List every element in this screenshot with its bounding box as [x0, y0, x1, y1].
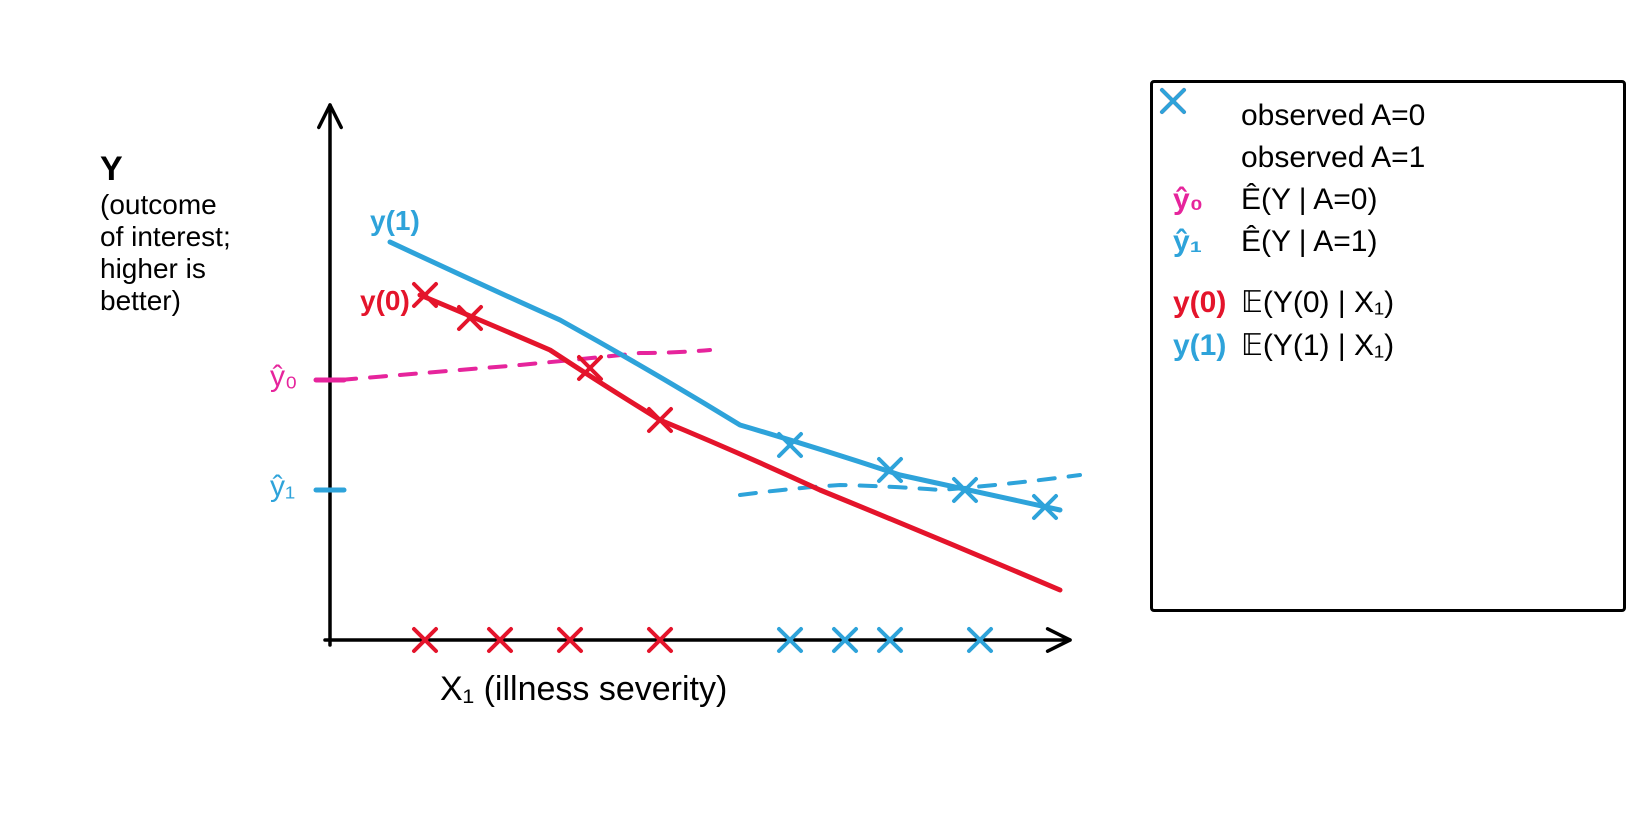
legend-text: 𝔼(Y(1) | X₁)	[1241, 328, 1394, 363]
legend-symbol: y(1)	[1173, 329, 1223, 363]
legend-row: ŷ₀ Ê(Y | A=0)	[1173, 183, 1603, 217]
observed-point-a0	[649, 409, 671, 431]
legend-symbol: y(0)	[1173, 286, 1223, 320]
observed-point-a1	[779, 434, 801, 456]
line-label-y0: y(0)	[360, 285, 410, 317]
legend-symbol: ŷ₀	[1173, 183, 1223, 217]
legend-row: ŷ₁ Ê(Y | A=1)	[1173, 225, 1603, 259]
y-tick-label-yhat0: ŷ₀	[270, 360, 297, 394]
legend-text: Ê(Y | A=0)	[1241, 183, 1377, 217]
legend-row: observed A=0	[1173, 99, 1603, 133]
y-axis-label: Y (outcome of interest; higher is better…	[100, 150, 231, 317]
y-axis-label-line: Y	[100, 150, 231, 189]
y-axis-label-line: higher is	[100, 253, 231, 285]
legend-text: 𝔼(Y(0) | X₁)	[1241, 285, 1394, 320]
legend-text: observed A=0	[1241, 99, 1425, 133]
x-axis-label: X₁ (illness severity)	[440, 670, 727, 709]
y-axis-label-line: better)	[100, 285, 231, 317]
legend-row: y(0) 𝔼(Y(0) | X₁)	[1173, 285, 1603, 320]
y-axis-label-line: (outcome	[100, 189, 231, 221]
y-axis-label-line: of interest;	[100, 221, 231, 253]
legend-row: observed A=1	[1173, 141, 1603, 175]
legend-text: observed A=1	[1241, 141, 1425, 175]
line-y0	[420, 295, 1060, 590]
y-tick-label-yhat1: ŷ₁	[270, 470, 295, 504]
line-label-y1: y(1)	[370, 205, 420, 237]
legend-text: Ê(Y | A=1)	[1241, 225, 1377, 259]
chart-canvas: Y (outcome of interest; higher is better…	[20, 20, 1618, 805]
observed-point-a0	[414, 284, 436, 306]
x-marker-icon	[1153, 83, 1193, 119]
legend-symbol: ŷ₁	[1173, 225, 1223, 259]
legend-row: y(1) 𝔼(Y(1) | X₁)	[1173, 328, 1603, 363]
legend: observed A=0 observed A=1 ŷ₀ Ê(Y | A=0) ŷ₁ Ê…	[1150, 80, 1626, 612]
line-y1	[390, 242, 1060, 510]
